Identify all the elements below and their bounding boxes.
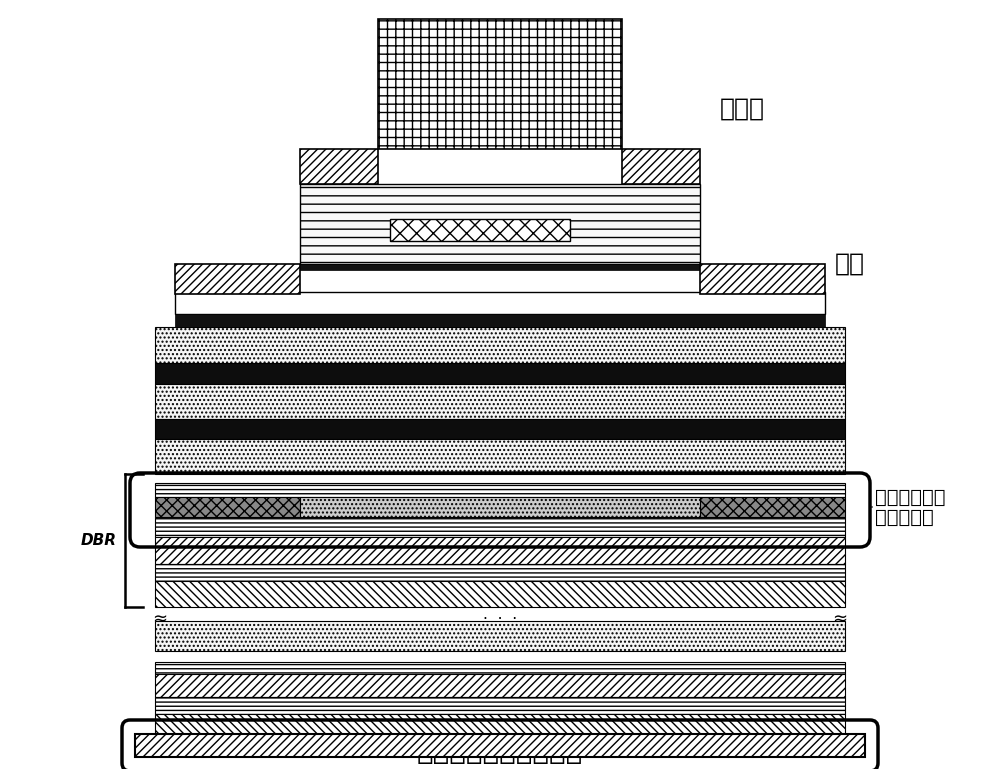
Bar xyxy=(155,419,845,439)
Bar xyxy=(155,384,845,419)
Bar xyxy=(175,314,825,327)
Bar xyxy=(155,517,845,537)
Bar xyxy=(155,662,845,674)
Bar xyxy=(378,19,622,149)
Bar xyxy=(155,363,845,384)
Text: 载流子注入: 载流子注入 xyxy=(875,508,934,527)
Text: 基极: 基极 xyxy=(835,252,865,276)
Bar xyxy=(155,581,845,607)
Bar xyxy=(155,327,845,363)
Bar xyxy=(155,537,845,564)
Bar xyxy=(300,184,700,264)
Bar xyxy=(155,697,845,714)
Text: DBR: DBR xyxy=(81,533,117,548)
Bar xyxy=(300,497,700,517)
Bar xyxy=(155,483,845,497)
Text: ·  ·  ·: · · · xyxy=(483,611,517,627)
Text: 氧化物层限制: 氧化物层限制 xyxy=(875,488,946,507)
Bar xyxy=(155,621,845,651)
Text: ≈: ≈ xyxy=(832,610,848,628)
Bar xyxy=(700,497,845,517)
Bar xyxy=(700,264,825,294)
Bar xyxy=(155,439,845,474)
Bar xyxy=(135,734,865,757)
Bar xyxy=(155,564,845,581)
Text: 集电极移至层结构底部: 集电极移至层结构底部 xyxy=(417,737,583,765)
Text: ≈: ≈ xyxy=(152,610,168,628)
Bar xyxy=(175,264,300,294)
Bar xyxy=(390,219,570,241)
Text: 集电极: 集电极 xyxy=(482,736,518,755)
Text: 发射极: 发射极 xyxy=(720,97,765,121)
Bar xyxy=(300,149,378,184)
Bar xyxy=(155,714,845,734)
Bar xyxy=(300,264,700,270)
Bar xyxy=(622,149,700,184)
Bar xyxy=(155,497,300,517)
Bar xyxy=(175,292,825,314)
Bar xyxy=(155,674,845,697)
